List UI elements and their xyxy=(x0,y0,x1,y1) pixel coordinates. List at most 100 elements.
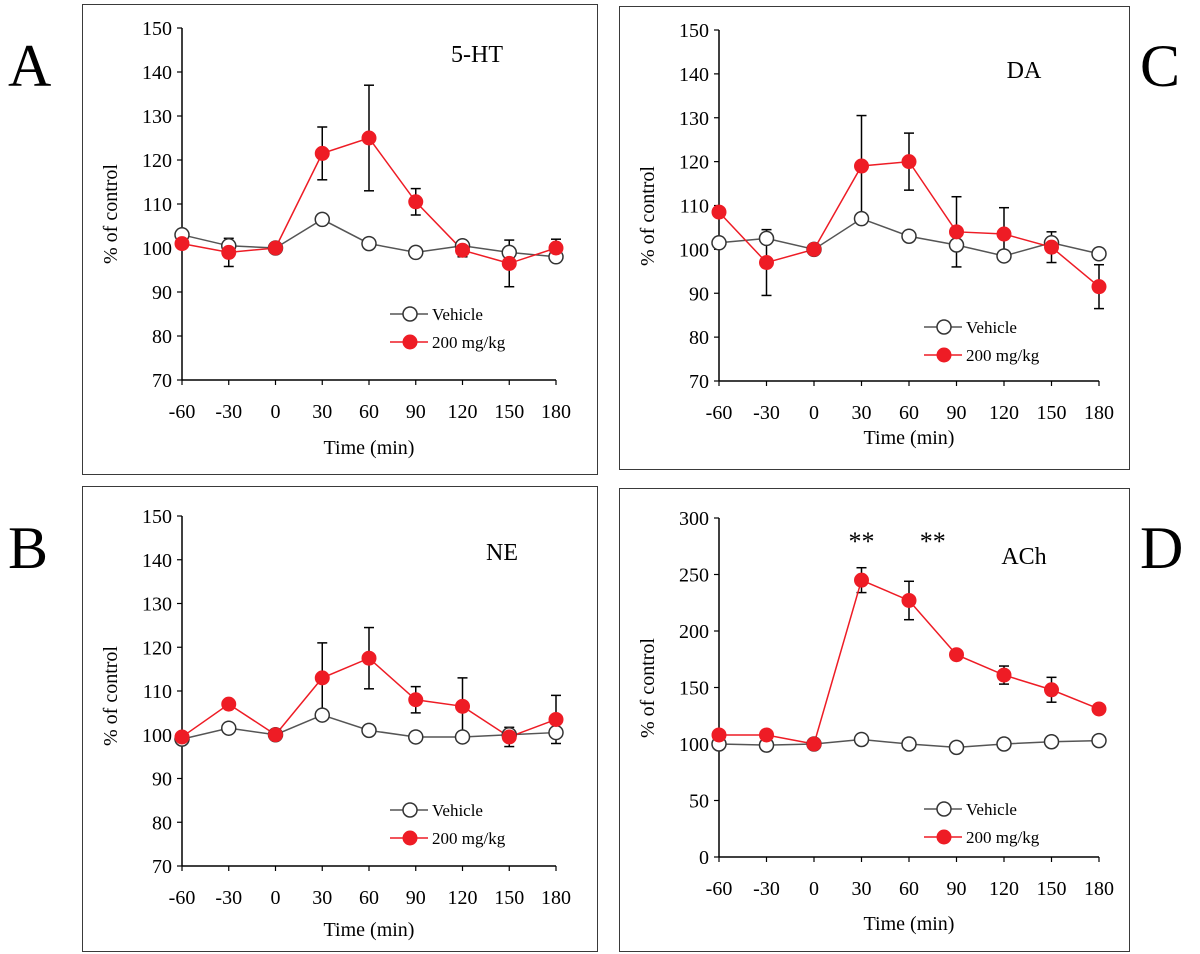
point-vehicle xyxy=(996,736,1012,752)
point-treated xyxy=(408,194,424,210)
point-treated xyxy=(759,727,774,743)
point-treated xyxy=(268,727,283,743)
legend-label-vehicle: Vehicle xyxy=(432,305,483,324)
x-tick-label: 0 xyxy=(809,402,819,424)
point-vehicle xyxy=(711,235,727,251)
point-vehicle xyxy=(361,722,377,739)
point-treated xyxy=(759,255,774,271)
y-tick-label: 130 xyxy=(142,594,172,616)
point-treated xyxy=(711,727,727,743)
y-axis-label: % of control xyxy=(100,164,122,264)
significance-marker: ** xyxy=(920,527,946,556)
x-axis-label: Time (min) xyxy=(864,427,955,449)
y-tick-label: 140 xyxy=(679,64,709,86)
point-vehicle xyxy=(948,739,965,756)
point-treated xyxy=(548,711,564,727)
x-tick-label: 180 xyxy=(541,401,571,423)
point-treated xyxy=(996,226,1012,242)
x-tick-label: 60 xyxy=(899,878,919,900)
x-tick-label: 0 xyxy=(271,887,281,909)
panel-c-frame xyxy=(619,6,1130,470)
y-tick-label: 100 xyxy=(679,734,709,756)
panel-letter-b: B xyxy=(8,515,49,581)
y-tick-label: 0 xyxy=(699,847,709,869)
y-tick-label: 110 xyxy=(680,196,709,218)
panel-letter-d: D xyxy=(1140,515,1184,581)
point-treated xyxy=(1091,279,1107,295)
panel-d-frame xyxy=(619,488,1130,952)
x-axis-label: Time (min) xyxy=(864,913,955,935)
chart-title: NE xyxy=(486,540,518,566)
chart-title: ACh xyxy=(1001,544,1046,570)
chart-title: DA xyxy=(1007,58,1042,84)
point-treated xyxy=(806,736,822,752)
point-treated xyxy=(1091,701,1107,717)
point-treated xyxy=(174,236,190,252)
point-treated xyxy=(501,255,517,271)
point-treated xyxy=(854,158,869,174)
y-tick-label: 70 xyxy=(152,370,172,392)
y-tick-label: 80 xyxy=(152,326,172,348)
point-vehicle xyxy=(996,248,1012,264)
legend-marker-treated xyxy=(936,347,952,363)
x-tick-label: -60 xyxy=(169,887,196,909)
x-tick-label: -30 xyxy=(215,887,242,909)
x-tick-label: 0 xyxy=(271,401,281,423)
y-tick-label: 140 xyxy=(142,62,172,84)
x-tick-label: 30 xyxy=(852,878,872,900)
chart-ach: 0 50 100 150 200 250 300 -60 -30 0 30 60 90 120 150 180… xyxy=(637,508,1114,935)
y-tick-label: 50 xyxy=(689,791,709,813)
y-tick-label: 70 xyxy=(689,371,709,393)
point-treated xyxy=(361,130,377,146)
y-tick-label: 130 xyxy=(679,108,709,130)
y-tick-label: 90 xyxy=(689,283,709,305)
chart-5ht: 70 80 90 100 110 120 130 140 150 -60 -30 0 30 60 90 120… xyxy=(100,18,571,459)
legend-label-treated: 200 mg/kg xyxy=(966,828,1040,847)
x-tick-label: 120 xyxy=(448,887,478,909)
x-tick-label: -30 xyxy=(753,402,780,424)
y-tick-label: 100 xyxy=(142,238,172,260)
x-tick-label: 90 xyxy=(406,887,426,909)
x-tick-label: 180 xyxy=(541,887,571,909)
y-tick-label: 150 xyxy=(142,18,172,40)
point-vehicle xyxy=(314,211,330,228)
point-treated xyxy=(455,698,470,714)
point-vehicle xyxy=(901,736,917,752)
x-tick-label: -60 xyxy=(706,878,733,900)
point-vehicle xyxy=(314,707,330,723)
y-tick-label: 80 xyxy=(689,327,709,349)
legend-label-vehicle: Vehicle xyxy=(432,801,483,820)
chart-ne: 70 80 90 100 110 120 130 140 150 -60 -30 0 30 60 90 120… xyxy=(100,506,571,941)
point-vehicle xyxy=(221,720,237,736)
x-tick-label: 120 xyxy=(989,402,1019,424)
point-treated xyxy=(455,242,470,258)
panel-letter-a: A xyxy=(8,33,52,99)
point-treated xyxy=(901,592,917,608)
y-tick-label: 150 xyxy=(142,506,172,528)
x-tick-label: -60 xyxy=(706,402,733,424)
legend-marker-vehicle xyxy=(936,319,952,335)
point-treated xyxy=(854,572,869,588)
point-treated xyxy=(221,244,237,260)
legend-marker-treated xyxy=(936,829,952,845)
point-treated xyxy=(221,696,237,712)
legend-label-treated: 200 mg/kg xyxy=(432,829,506,848)
x-axis-label: Time (min) xyxy=(324,437,415,459)
y-axis-label: % of control xyxy=(637,638,659,738)
point-treated xyxy=(268,240,283,256)
x-tick-label: 150 xyxy=(1037,402,1067,424)
point-vehicle xyxy=(408,244,424,261)
legend-label-treated: 200 mg/kg xyxy=(432,333,506,352)
point-vehicle xyxy=(758,230,775,247)
point-vehicle xyxy=(408,729,424,745)
y-tick-label: 100 xyxy=(679,239,709,261)
y-tick-label: 100 xyxy=(142,725,172,747)
point-treated xyxy=(949,647,964,663)
y-tick-label: 150 xyxy=(679,20,709,42)
point-treated xyxy=(949,224,964,240)
legend-marker-vehicle xyxy=(936,801,952,817)
point-vehicle xyxy=(1043,733,1060,750)
point-treated xyxy=(314,670,330,686)
x-tick-label: 0 xyxy=(809,878,819,900)
x-tick-label: 180 xyxy=(1084,878,1114,900)
